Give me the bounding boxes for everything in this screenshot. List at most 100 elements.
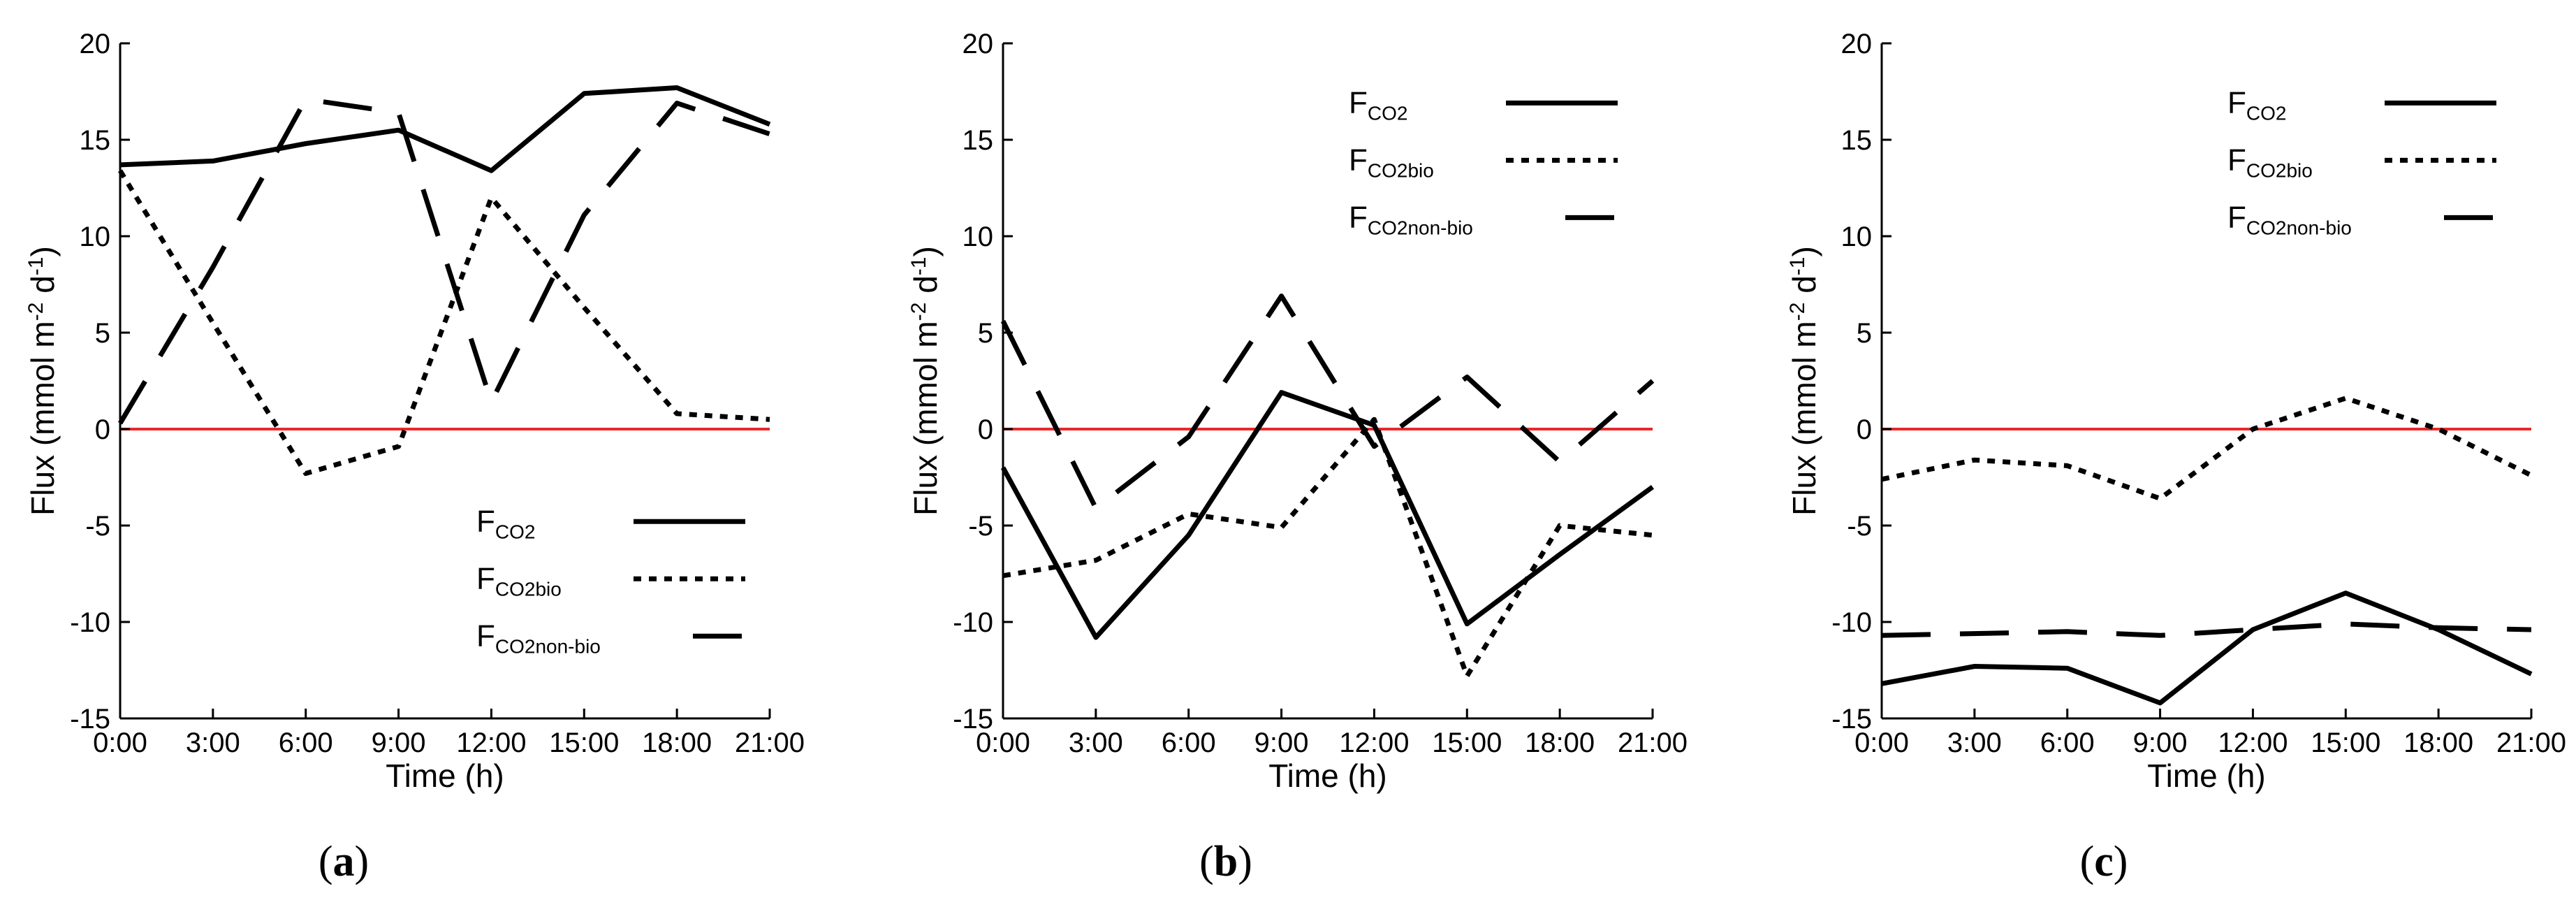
panel-c-legend: FCO2 FCO2bio FCO2non-bio — [2227, 85, 2496, 238]
panel-c-xtick-label: 0:00 — [1854, 727, 1909, 758]
panel-a-ytick-label: 5 — [95, 318, 110, 349]
panel-a-ylabel-sup: -2 — [24, 303, 47, 321]
panel-a-y-axis-label: Flux (mmol m-2 d-1) — [24, 246, 61, 516]
panel-a-label-letter: a — [333, 838, 355, 885]
panel-a-x-axis-label: Time (h) — [386, 758, 504, 794]
panel-c-ytick-label: 0 — [1857, 414, 1872, 445]
panel-a-series-co2bio-point — [490, 196, 492, 199]
panel-b-legend-name: F — [1349, 200, 1368, 234]
panel-c-ytick-label: 15 — [1841, 125, 1873, 156]
panel-b-label: (b) — [1199, 838, 1252, 885]
panel-c-legend-sub: CO2 — [2246, 102, 2287, 124]
panel-a-legend-label: FCO2 — [476, 504, 535, 542]
panel-c-legend-sub: CO2non-bio — [2246, 217, 2352, 238]
panel-a-ytick-label: 20 — [80, 29, 111, 59]
panel-b-ylabel-sup: -1 — [907, 257, 930, 276]
panel-a-legend-sub: CO2 — [495, 521, 536, 542]
panel-b-xtick-label: 9:00 — [1254, 727, 1309, 758]
panel-a-series-co2non-bio-line — [117, 96, 771, 425]
panel-c-ylabel-main: Flux (mmol m — [1786, 321, 1822, 516]
panel-c-legend-label: FCO2non-bio — [2227, 200, 2352, 238]
panel-b-ytick-label: -5 — [968, 511, 993, 542]
panel-a-ylabel-sup: -1 — [24, 257, 47, 276]
panel-c-legend-sub: CO2bio — [2246, 159, 2313, 181]
panel-b-legend-sub: CO2 — [1368, 102, 1408, 124]
panel-c-xtick-label: 3:00 — [1947, 727, 2002, 758]
panel-a-series-co2bio-point — [212, 321, 214, 324]
panel-c-label-open: ( — [2080, 838, 2095, 885]
panel-b-label-open: ( — [1199, 838, 1214, 885]
panel-a-xtick-label: 18:00 — [642, 727, 712, 758]
panel-b-ytick-label: 15 — [963, 125, 994, 156]
panel-b-ytick-label: 10 — [963, 222, 994, 252]
panel-c-xtick-label: 18:00 — [2403, 727, 2473, 758]
panel-c-xtick-label: 21:00 — [2496, 727, 2566, 758]
panel-a-xtick-label: 9:00 — [372, 727, 426, 758]
panel-b-ytick-label: -10 — [953, 607, 993, 638]
panel-c-series-co2bio-point — [2530, 474, 2533, 477]
panel-c: -15 -10 -5 0 5 10 15 20 0:00 3:00 6:00 9:00 12:00 15:… — [1786, 29, 2567, 885]
panel-a-ytick-label: 15 — [80, 125, 111, 156]
panel-a-ylabel-main: Flux (mmol m — [24, 321, 61, 516]
panel-c-ytick-label: 5 — [1857, 318, 1872, 349]
panel-b-xtick-label: 6:00 — [1162, 727, 1216, 758]
panel-c-legend-label: FCO2bio — [2227, 143, 2313, 181]
panel-b-xtick-label: 3:00 — [1069, 727, 1123, 758]
panel-a-ylabel-end: ) — [24, 246, 61, 256]
panel-c-y-axis-label: Flux (mmol m-2 d-1) — [1786, 246, 1823, 516]
panel-c-ylabel-mid: d — [1786, 275, 1822, 302]
panel-c-series-co2bio-point — [2159, 497, 2162, 500]
panel-c-ytick-label: 10 — [1841, 222, 1873, 252]
panel-b-series-co2bio-point — [1187, 512, 1190, 515]
panel-a-xtick-label: 3:00 — [186, 727, 240, 758]
panel-a-label: (a) — [319, 838, 369, 885]
panel-c-xtick-label: 6:00 — [2040, 727, 2095, 758]
panel-b-ylabel-sup: -2 — [907, 303, 930, 321]
panel-c-ylabel-sup: -2 — [1786, 303, 1809, 321]
panel-c-xtick-label: 12:00 — [2218, 727, 2288, 758]
panel-b-ylabel-main: Flux (mmol m — [907, 321, 944, 516]
panel-b-xtick-label: 18:00 — [1525, 727, 1595, 758]
panel-b-y-axis-label: Flux (mmol m-2 d-1) — [907, 246, 944, 516]
panel-b-ytick-label: 0 — [978, 414, 993, 445]
panel-c-ytick-label: -15 — [1831, 704, 1872, 734]
panel-a-ytick-label: 10 — [80, 222, 111, 252]
panel-a-xtick-label: 12:00 — [456, 727, 526, 758]
panel-a: -15 -10 -5 0 5 10 15 20 0:00 3:00 6:00 9:00 12:00 15:… — [24, 29, 805, 885]
panel-b-series-co2non-bio-point — [1558, 461, 1561, 463]
panel-b-series-co2-line — [1000, 390, 1655, 640]
panel-c-ylabel-sup: -1 — [1786, 257, 1809, 276]
panel-b-legend-name: F — [1349, 85, 1368, 120]
panel-a-ytick-label: -15 — [70, 704, 110, 734]
panel-c-ytick-label: -5 — [1847, 511, 1872, 542]
panel-c-ytick-label: 20 — [1841, 29, 1873, 59]
panel-b-xtick-label: 21:00 — [1618, 727, 1688, 758]
panel-b: -15 -10 -5 0 5 10 15 20 0:00 3:00 6:00 9:00 12:00 15:… — [907, 29, 1688, 885]
panel-c-label: (c) — [2080, 838, 2128, 885]
panel-a-series-co2bio-line — [118, 169, 770, 476]
panel-b-ytick-label: -15 — [953, 704, 993, 734]
panel-b-xtick-label: 15:00 — [1432, 727, 1502, 758]
panel-b-legend-label: FCO2non-bio — [1349, 200, 1473, 238]
panel-a-ytick-label: 0 — [95, 414, 110, 445]
panel-c-series-co2bio-line — [1881, 396, 2533, 501]
panel-b-ytick-label: 20 — [963, 29, 994, 59]
panel-c-ytick-label: -10 — [1831, 607, 1872, 638]
panel-a-xtick-label: 15:00 — [549, 727, 619, 758]
panel-b-label-close: ) — [1238, 838, 1252, 885]
panel-a-legend-sub: CO2non-bio — [495, 635, 601, 657]
panel-a-legend-sub: CO2bio — [495, 578, 562, 600]
panel-c-legend-label: FCO2 — [2227, 85, 2286, 124]
panel-a-xtick-label: 0:00 — [93, 727, 147, 758]
panel-c-xtick-label: 9:00 — [2133, 727, 2188, 758]
panel-a-series-co2non-bio-point — [305, 98, 307, 101]
panel-b-ytick-label: 5 — [978, 318, 993, 349]
panel-c-series-co2non-bio-point — [2344, 623, 2347, 625]
panel-c-ylabel-end: ) — [1786, 246, 1822, 256]
panel-a-legend-name: F — [476, 618, 495, 653]
panel-b-legend-sub: CO2bio — [1368, 159, 1434, 181]
panel-b-legend-label: FCO2 — [1349, 85, 1407, 124]
panel-b-legend-sub: CO2non-bio — [1368, 217, 1473, 238]
